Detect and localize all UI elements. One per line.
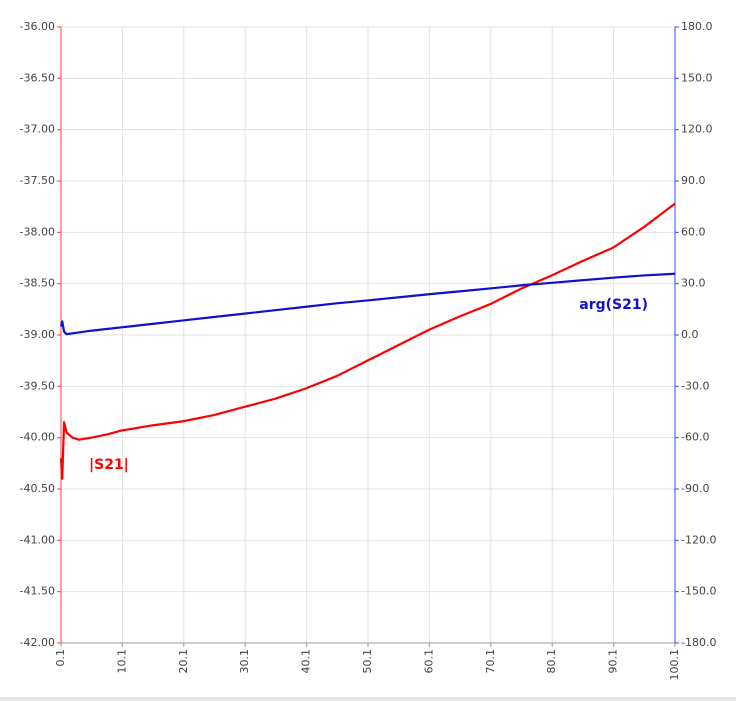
y-tick-label: -37.50	[20, 174, 55, 187]
x-tick-label: 70.1	[484, 649, 497, 674]
series-label: arg(S21)	[579, 297, 648, 313]
x-tick-label: 50.1	[361, 649, 374, 674]
y-tick-label: -41.50	[20, 585, 55, 598]
x-tick-label: 30.1	[238, 649, 251, 674]
x-tick-label: 40.1	[300, 649, 313, 674]
y-tick-label: -36.50	[20, 71, 55, 84]
y2-tick-label: 150.0	[681, 71, 713, 84]
series-line	[59, 202, 676, 480]
x-tick-label: 90.1	[607, 649, 620, 674]
bottom-border	[0, 697, 736, 701]
y-tick-label: -39.00	[20, 328, 55, 341]
y2-tick-label: -180.0	[681, 636, 716, 649]
y2-tick-label: -150.0	[681, 585, 716, 598]
series-label: |S21|	[89, 457, 129, 473]
y-tick-label: -41.00	[20, 533, 55, 546]
y2-tick-label: 120.0	[681, 123, 713, 136]
y2-tick-label: -90.0	[681, 482, 709, 495]
y-tick-label: -38.00	[20, 225, 55, 238]
x-tick-label: 10.1	[115, 649, 128, 674]
y-tick-label: -39.50	[20, 379, 55, 392]
y2-tick-label: -60.0	[681, 431, 709, 444]
series-line	[59, 272, 676, 336]
y-tick-label: -40.00	[20, 431, 55, 444]
x-tick-label: 100.1	[668, 649, 681, 681]
y2-tick-label: 60.0	[681, 225, 706, 238]
y2-tick-label: -30.0	[681, 379, 709, 392]
y2-tick-label: -120.0	[681, 533, 716, 546]
y2-tick-label: 180.0	[681, 20, 713, 33]
y-tick-label: -37.00	[20, 123, 55, 136]
x-tick-label: 60.1	[422, 649, 435, 674]
y-tick-label: -38.50	[20, 277, 55, 290]
y2-tick-label: 0.0	[681, 328, 699, 341]
x-tick-label: 20.1	[177, 649, 190, 674]
y-tick-label: -40.50	[20, 482, 55, 495]
y2-tick-label: 90.0	[681, 174, 706, 187]
y2-tick-label: 30.0	[681, 277, 706, 290]
x-tick-label: 80.1	[545, 649, 558, 674]
x-tick-label: 0.1	[54, 649, 67, 667]
y-tick-label: -36.00	[20, 20, 55, 33]
y-tick-label: -42.00	[20, 636, 55, 649]
